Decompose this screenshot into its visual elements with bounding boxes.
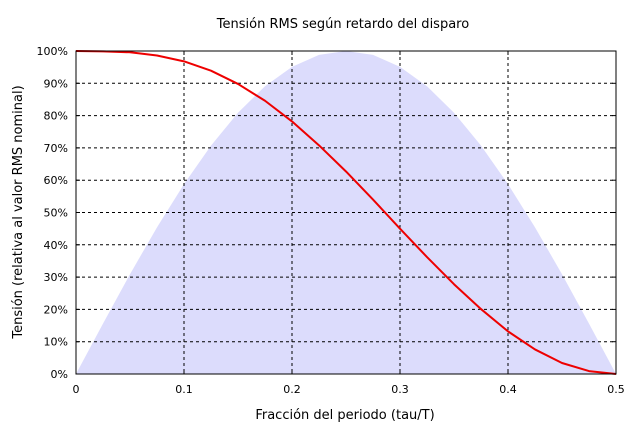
y-tick-label: 30% bbox=[44, 271, 68, 284]
y-axis-label: Tensión (relativa al valor RMS nominal) bbox=[11, 85, 26, 339]
y-tick-label: 60% bbox=[44, 174, 68, 187]
plot-area: 0 0.1 0.2 0.3 0.4 0.5 0% 10% 20% 30% 40% 50% 60% 70% 8… bbox=[37, 45, 625, 396]
y-tick-label: 40% bbox=[44, 239, 68, 252]
y-tick-label: 10% bbox=[44, 336, 68, 349]
chart-title: Tensión RMS según retardo del disparo bbox=[216, 17, 469, 32]
line-series-0 bbox=[75, 50, 617, 375]
y-tick-label: 100% bbox=[37, 45, 68, 58]
y-tick-label: 0% bbox=[51, 368, 68, 381]
y-tick-label: 90% bbox=[44, 77, 68, 90]
x-axis-label: Fracción del periodo (tau/T) bbox=[255, 408, 434, 423]
y-tick-label: 80% bbox=[44, 110, 68, 123]
y-tick-label: 70% bbox=[44, 142, 68, 155]
x-tick-label: 0.1 bbox=[175, 383, 193, 396]
y-tick-label: 20% bbox=[44, 303, 68, 316]
x-tick-label: 0.2 bbox=[283, 383, 301, 396]
x-tick-label: 0.4 bbox=[499, 383, 517, 396]
x-tick-label: 0.5 bbox=[607, 383, 625, 396]
y-tick-label: 50% bbox=[44, 207, 68, 220]
x-tick-label: 0.3 bbox=[391, 383, 409, 396]
x-tick-label: 0 bbox=[73, 383, 80, 396]
